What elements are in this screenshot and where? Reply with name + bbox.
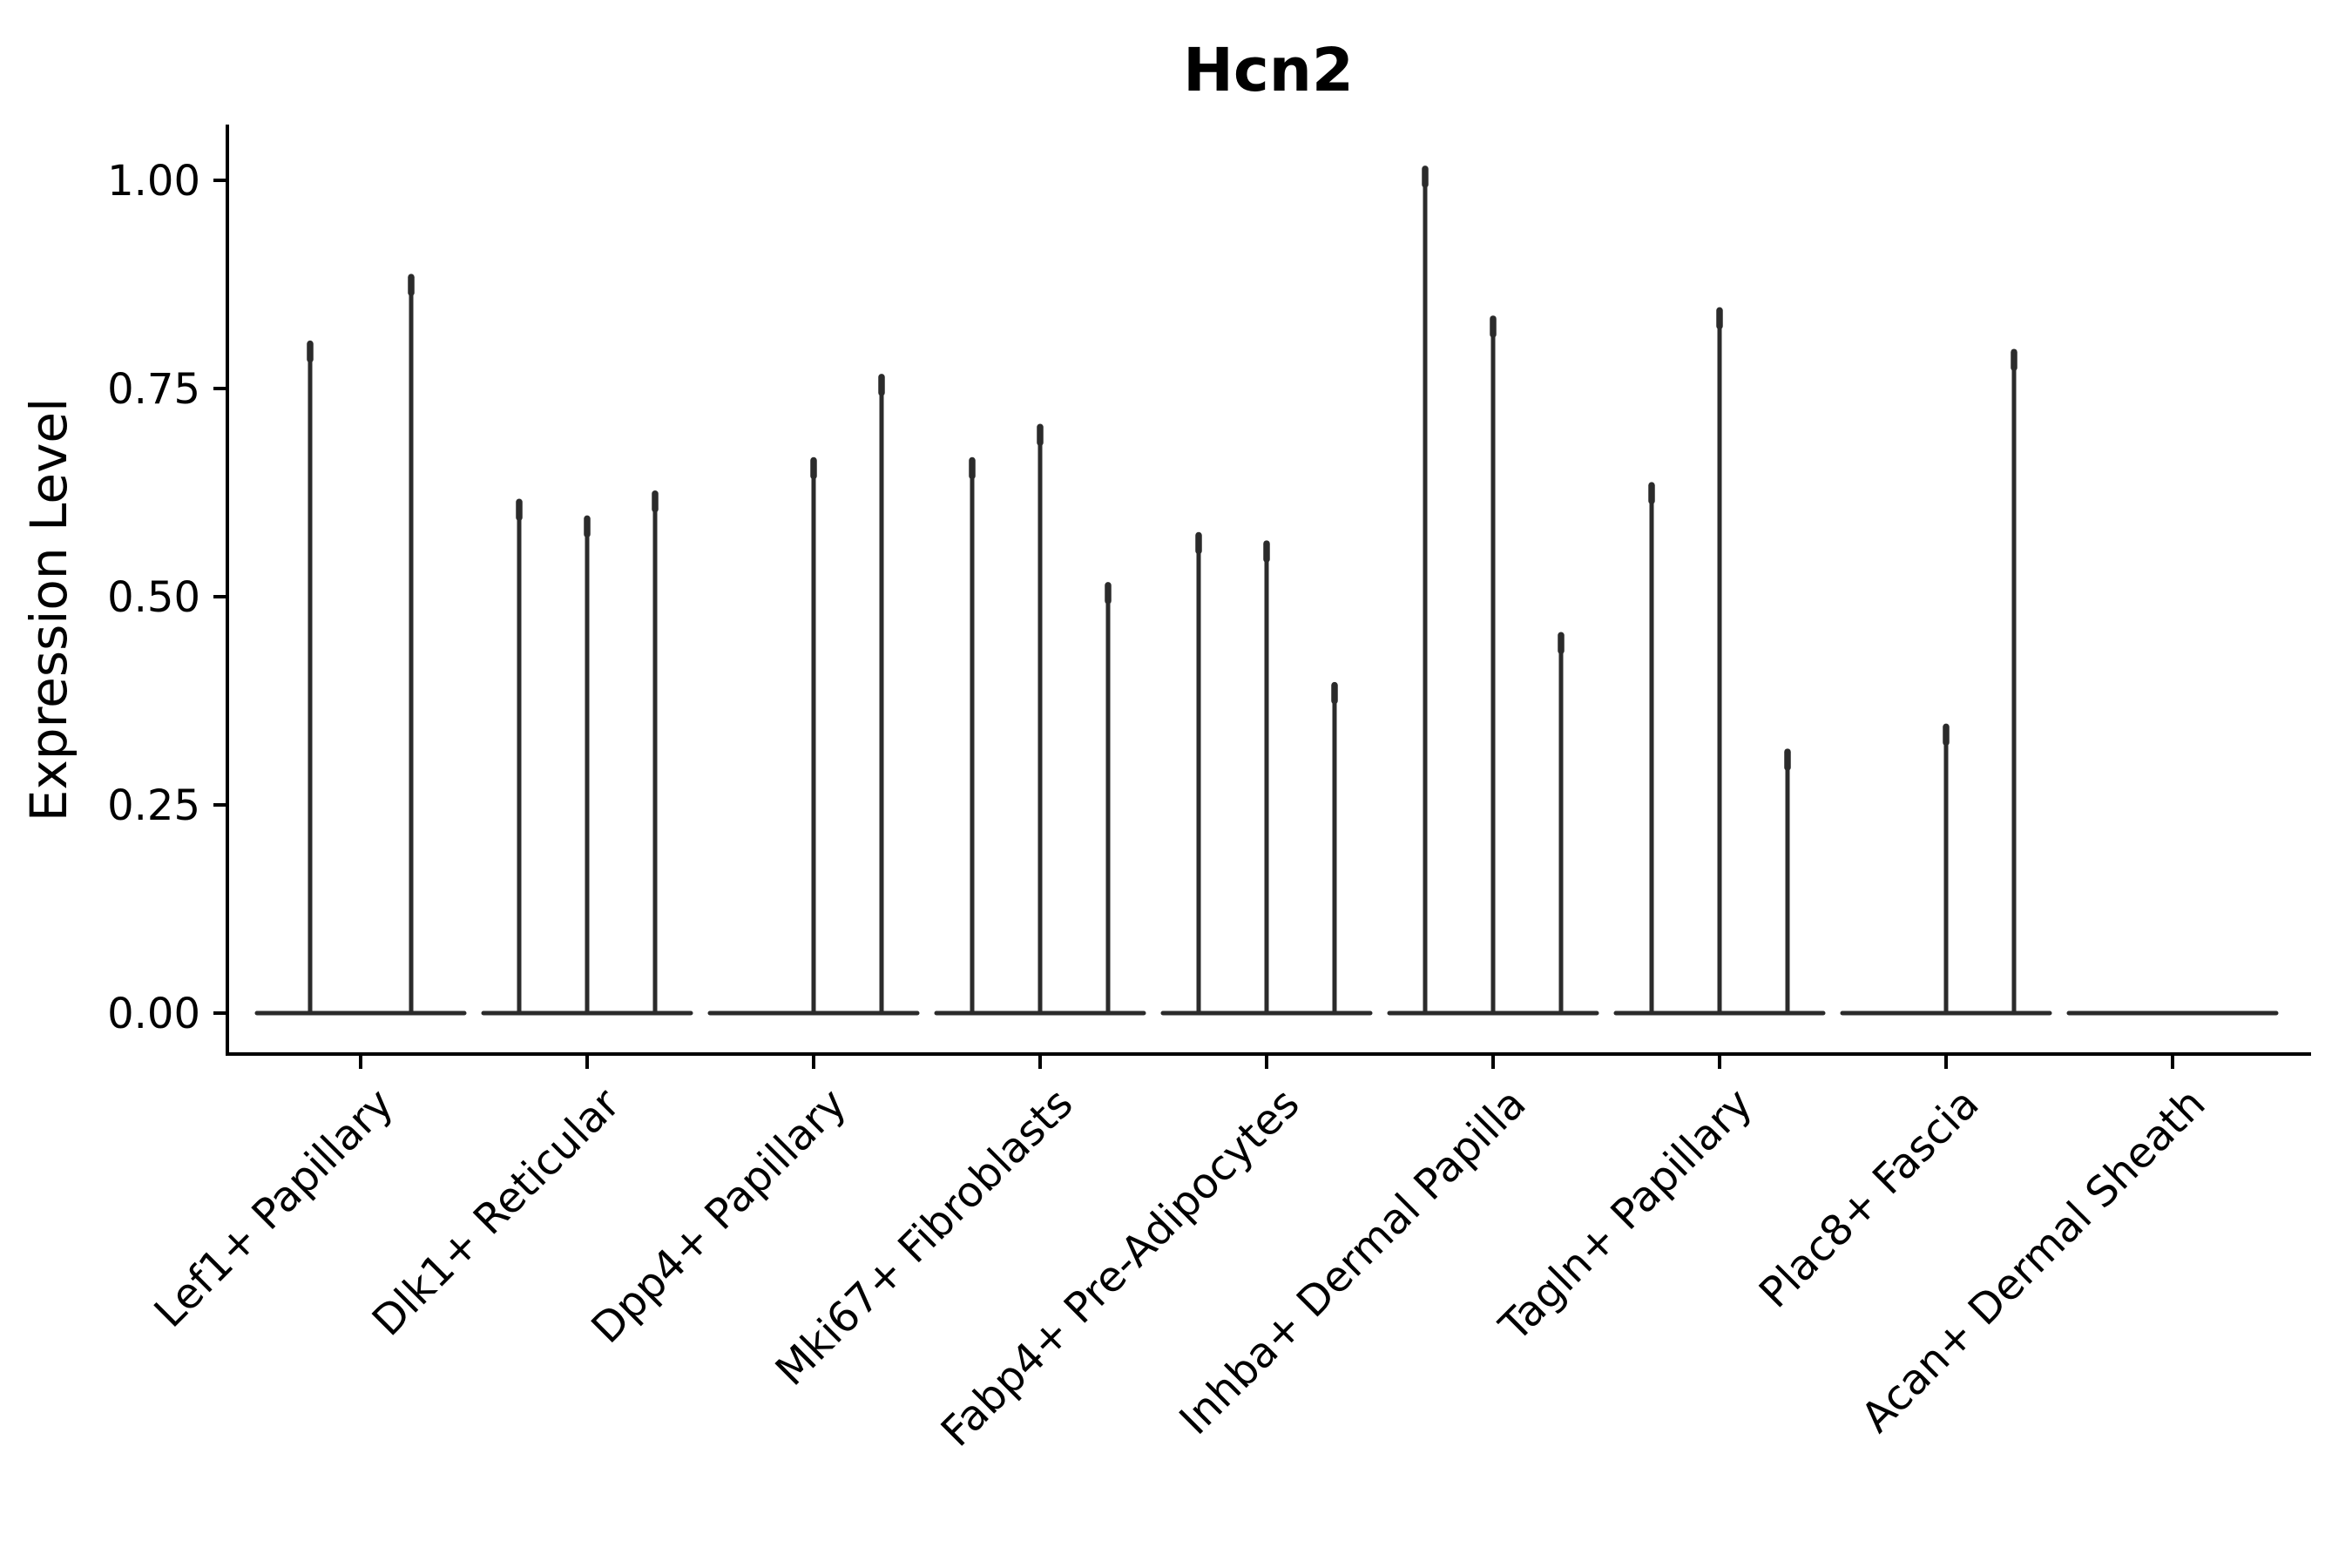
y-tick-label: 0.50 <box>107 573 200 622</box>
chart-title: Hcn2 <box>1183 36 1354 105</box>
x-tick-label: Fabp4+ Pre-Adipocytes <box>932 1079 1309 1456</box>
y-axis-title: Expression Level <box>19 398 78 821</box>
y-tick-label: 0.25 <box>107 781 200 830</box>
x-tick-label: Lef1+ Papillary <box>145 1079 403 1337</box>
y-tick-label: 0.75 <box>107 365 200 414</box>
x-tick-label: Dlk1+ Reticular <box>363 1079 630 1346</box>
y-tick-label: 0.00 <box>107 990 200 1038</box>
y-axis: 0.00 0.25 0.50 0.75 1.00 <box>107 157 227 1038</box>
plot-area: Hcn2 Expression Level 0.00 0.25 0.50 0.75 1.… <box>19 36 2311 1456</box>
x-tick-label: Tagln+ Papillary <box>1490 1079 1761 1351</box>
violins-layer <box>254 166 2279 1016</box>
y-tick-label: 1.00 <box>107 157 200 206</box>
x-tick-label: Plac8+ Fascia <box>1750 1079 1989 1318</box>
